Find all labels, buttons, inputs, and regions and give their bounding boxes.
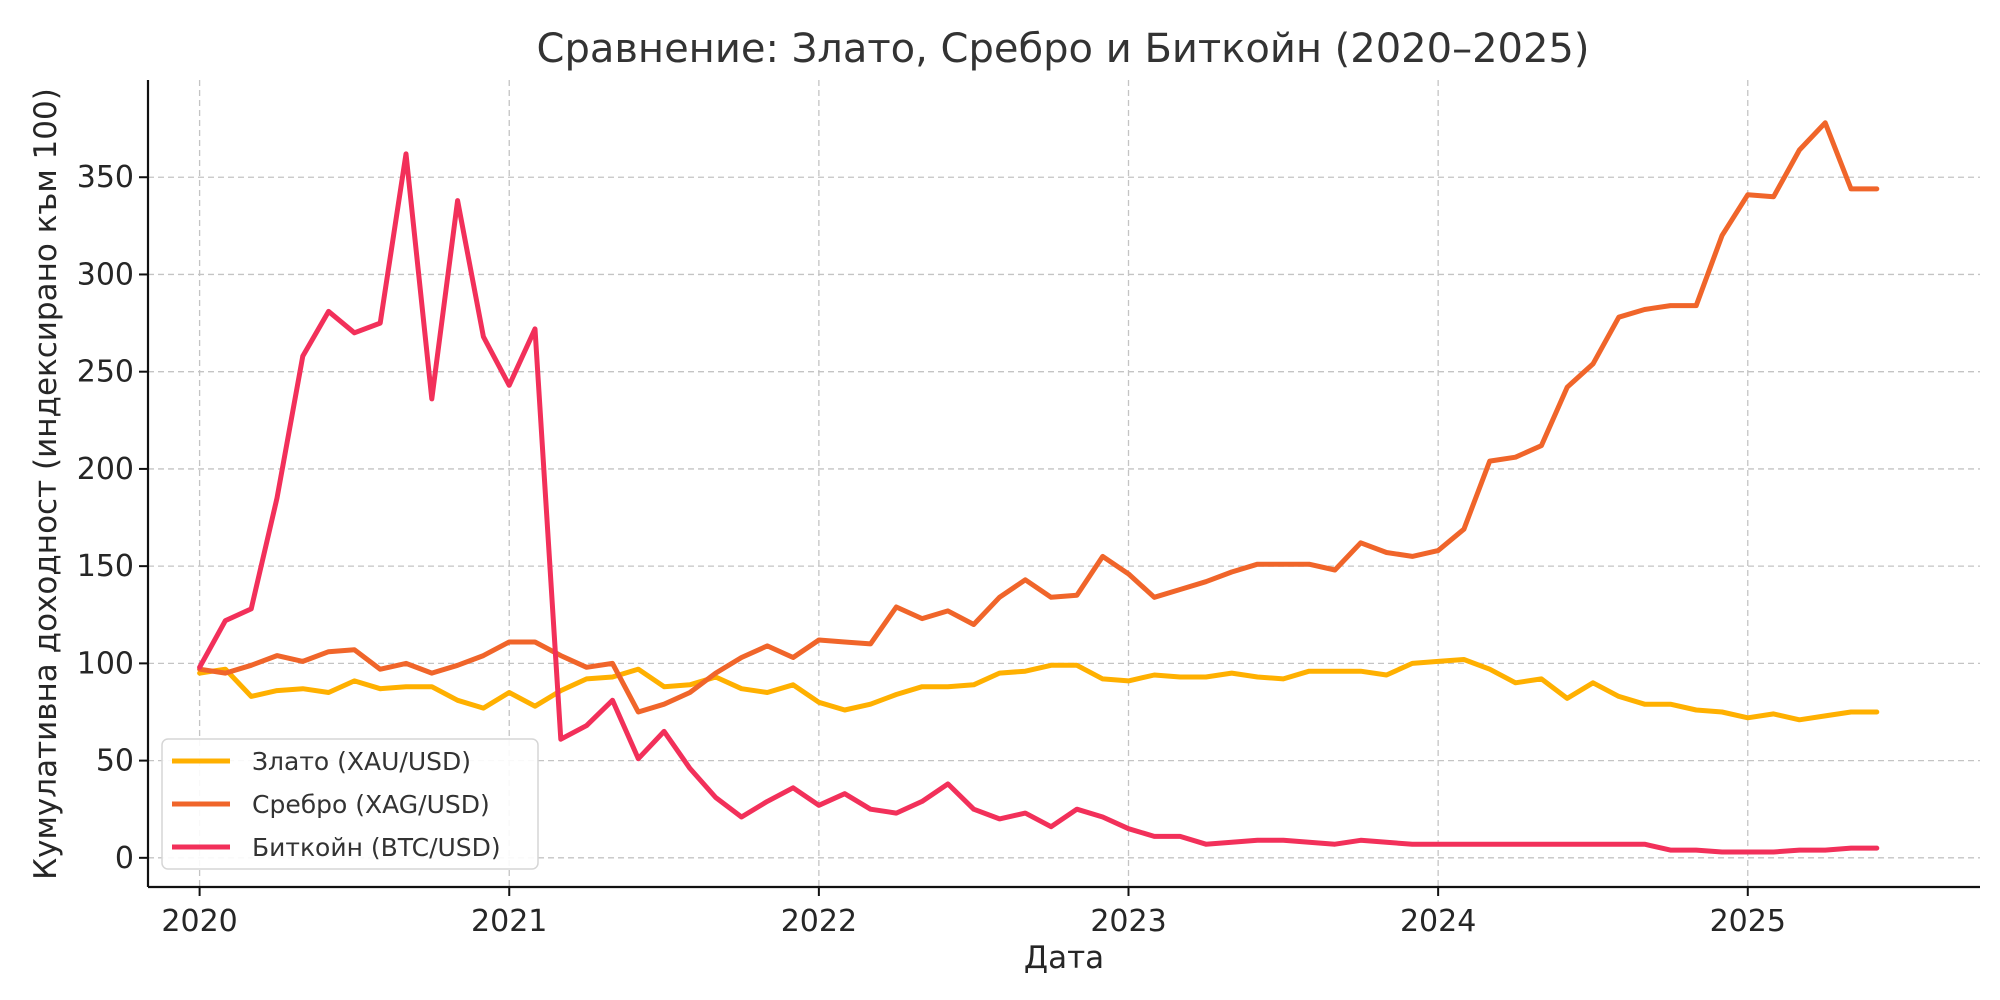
- y-tick-label: 0: [115, 841, 134, 876]
- series-layer: [197, 120, 1880, 855]
- y-tick-label: 100: [77, 646, 134, 681]
- tick-layer: 0 50 100 150 200 250 300 350 2020 2021 2022 2023 202…: [77, 160, 1786, 939]
- x-tick-label: 2022: [781, 904, 857, 939]
- legend-label: Сребро (XAG/USD): [252, 790, 490, 819]
- series-line-1: [197, 120, 1880, 715]
- series-line-0: [197, 657, 1880, 723]
- grid-layer: [148, 80, 1980, 887]
- series-line-2: [197, 151, 1880, 855]
- legend-label: Злато (XAU/USD): [252, 747, 471, 776]
- x-tick-label: 2024: [1400, 904, 1476, 939]
- y-tick-label: 250: [77, 355, 134, 390]
- axes-layer: [146, 80, 1980, 889]
- x-axis-label: Дата: [1024, 940, 1104, 976]
- y-tick-label: 150: [77, 549, 134, 584]
- x-tick-label: 2025: [1710, 904, 1786, 939]
- y-tick-label: 350: [77, 160, 134, 195]
- y-axis-label: Кумулативна доходност (индексирано към 1…: [28, 88, 64, 880]
- y-tick-label: 200: [77, 452, 134, 487]
- x-tick-label: 2020: [161, 904, 237, 939]
- x-tick-label: 2023: [1090, 904, 1166, 939]
- y-tick-label: 300: [77, 257, 134, 292]
- y-tick-label: 50: [96, 744, 134, 779]
- legend: Злато (XAU/USD) Сребро (XAG/USD) Биткойн (…: [161, 738, 539, 870]
- legend-box: [161, 738, 539, 870]
- x-tick-label: 2021: [471, 904, 547, 939]
- legend-label: Биткойн (BTC/USD): [252, 833, 501, 862]
- legend-items: Злато (XAU/USD) Сребро (XAG/USD) Биткойн (…: [172, 747, 501, 862]
- chart-title: Сравнение: Злато, Сребро и Биткойн (2020…: [537, 26, 1590, 72]
